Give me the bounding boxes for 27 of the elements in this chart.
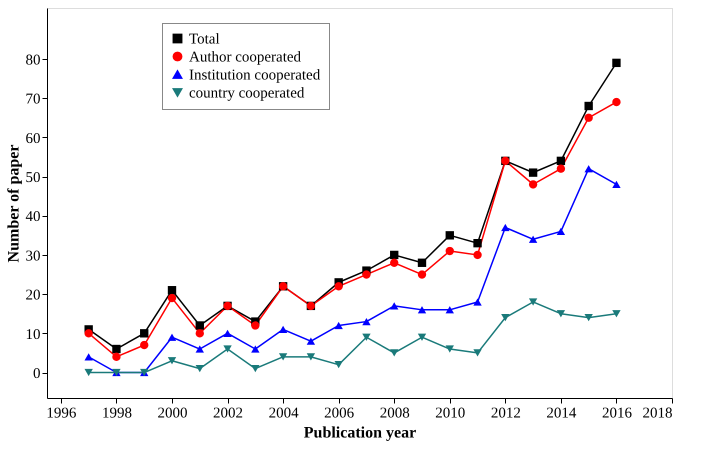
y-tick-label: 0 — [33, 366, 40, 382]
y-tick-label: 80 — [26, 52, 40, 68]
y-tick-label: 70 — [26, 92, 40, 108]
legend-label: Institution cooperated — [189, 68, 321, 84]
x-tick-label: 1998 — [102, 406, 132, 422]
y-axis-title: Number of paper — [6, 144, 22, 262]
x-tick-label: 2004 — [268, 406, 300, 422]
y-tick-label: 30 — [26, 248, 40, 264]
legend-label: country cooperated — [189, 86, 305, 102]
x-axis-title: Publication year — [304, 424, 416, 442]
legend-label: Author cooperated — [189, 50, 302, 66]
y-tick-label: 60 — [26, 130, 40, 147]
x-tick-label: 2016 — [602, 406, 632, 422]
y-tick-label: 20 — [26, 288, 40, 304]
x-tick-label: 2018 — [642, 406, 672, 422]
x-tick-label: 1996 — [46, 406, 77, 422]
x-tick-label: 2002 — [213, 406, 244, 422]
y-tick-label: 10 — [26, 326, 40, 343]
y-tick-label: 40 — [26, 209, 40, 226]
x-tick-label: 2006 — [324, 406, 355, 422]
x-tick-label: 2012 — [490, 406, 521, 422]
y-tick-label: 50 — [26, 170, 40, 186]
x-tick-label: 2014 — [546, 406, 577, 422]
legend-label: Total — [189, 32, 220, 48]
x-tick-label: 2008 — [380, 406, 410, 422]
x-tick-label: 2000 — [158, 406, 188, 422]
x-tick-label: 2010 — [435, 406, 466, 422]
